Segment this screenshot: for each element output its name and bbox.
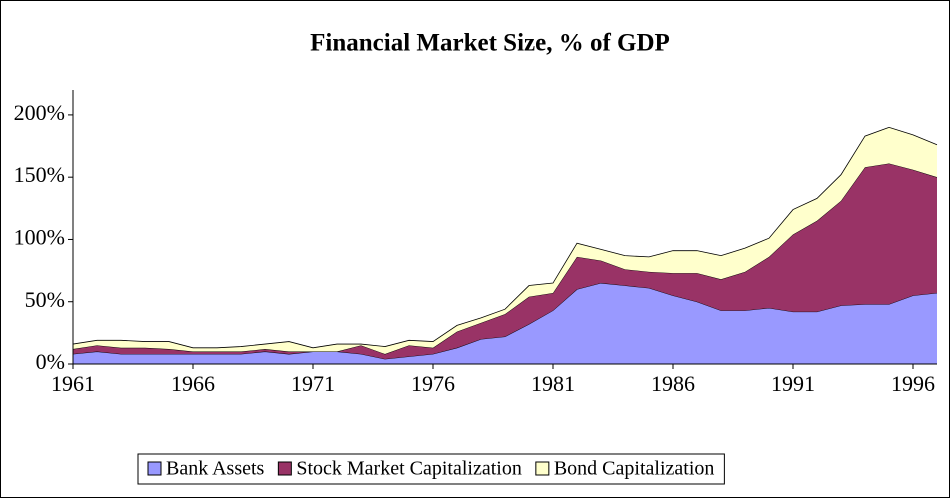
x-tick-label: 1966 <box>171 371 215 396</box>
area-line <box>72 126 938 349</box>
area-fill <box>73 163 937 360</box>
chart-title: Financial Market Size, % of GDP <box>310 30 670 57</box>
area-fill <box>73 283 937 364</box>
legend <box>137 453 725 485</box>
area-fill <box>73 127 937 355</box>
x-tick-label: 1996 <box>891 371 935 396</box>
legend-swatch <box>535 461 550 476</box>
x-tick-label: 1991 <box>771 371 815 396</box>
y-tick-label: 0% <box>36 349 65 374</box>
legend-swatch <box>277 461 292 476</box>
legend-label: Stock Market Capitalization <box>296 458 522 480</box>
y-tick-label: 150% <box>14 162 65 187</box>
legend-swatch <box>147 461 162 476</box>
y-tick-label: 100% <box>14 225 65 250</box>
x-tick-label: 1986 <box>651 371 695 396</box>
legend-label: Bond Capitalization <box>554 458 715 480</box>
y-tick-label: 50% <box>25 287 65 312</box>
x-tick-label: 1976 <box>411 371 455 396</box>
x-tick-label: 1961 <box>51 371 95 396</box>
legend-label: Bank Assets <box>166 458 265 480</box>
y-tick-label: 200% <box>14 100 65 125</box>
x-tick-label: 1981 <box>531 371 575 396</box>
x-tick-label: 1971 <box>291 371 335 396</box>
